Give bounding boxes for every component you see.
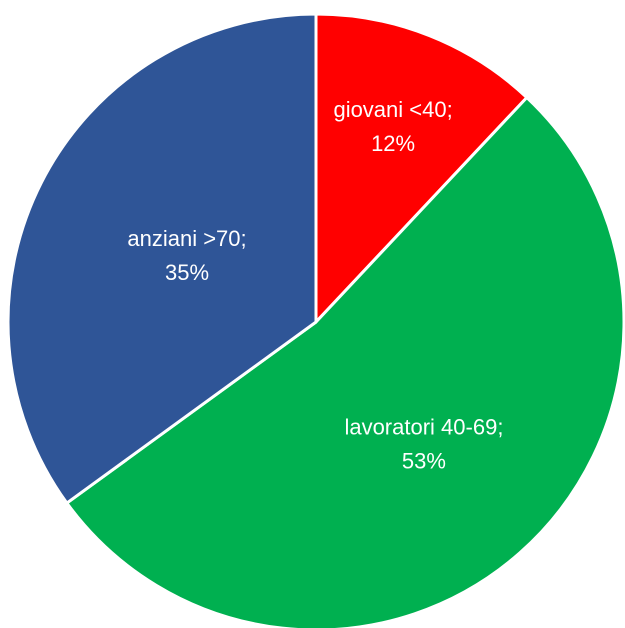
slice-value-label: 35% bbox=[165, 260, 209, 285]
slice-label: giovani <40; bbox=[333, 97, 452, 122]
slice-value-label: 12% bbox=[371, 131, 415, 156]
pie-slice bbox=[6, 12, 318, 505]
pie-slice bbox=[314, 12, 529, 324]
pie-slice bbox=[65, 95, 625, 628]
slice-value-label: 53% bbox=[402, 448, 446, 473]
slice-label: lavoratori 40-69; bbox=[344, 414, 503, 439]
slice-label: anziani >70; bbox=[127, 226, 246, 251]
